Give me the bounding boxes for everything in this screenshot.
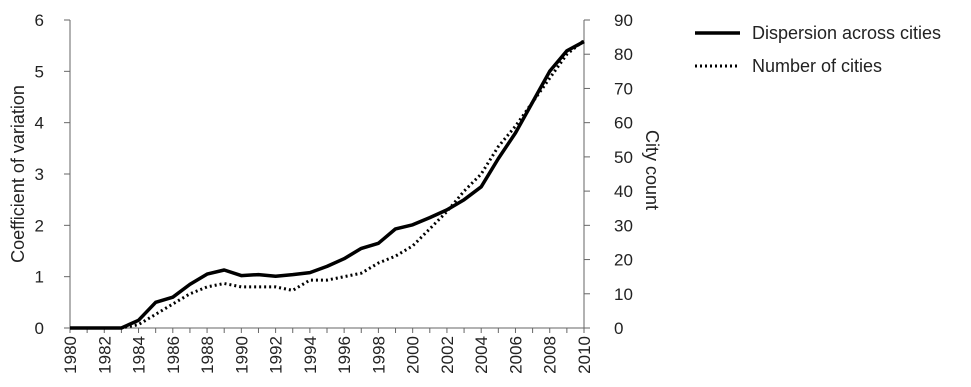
left-tick-label: 1 [35,268,44,287]
x-tick-label: 1992 [267,336,286,374]
x-tick-label: 2000 [404,336,423,374]
right-tick-label: 10 [614,285,633,304]
left-tick-label: 6 [35,11,44,30]
right-tick-label: 60 [614,114,633,133]
x-tick-label: 1988 [198,336,217,374]
left-tick-label: 3 [35,165,44,184]
x-tick-label: 1998 [369,336,388,374]
series-lines [70,39,585,330]
legend-label-1: Dispersion across cities [752,23,941,43]
right-axis-title: City count [642,130,662,210]
x-tick-label: 1996 [335,336,354,374]
right-tick-label: 80 [614,45,633,64]
right-tick-label: 40 [614,182,633,201]
x-tick-label: 2008 [541,336,560,374]
x-tick-label: 1990 [232,336,251,374]
right-tick-label: 30 [614,216,633,235]
x-tick-label: 2004 [472,336,491,374]
right-tick-label: 70 [614,79,633,98]
x-tick-label: 1986 [164,336,183,374]
left-tick-label: 2 [35,216,44,235]
x-tick-label: 1980 [61,336,80,374]
left-axis-title: Coefficient of variation [8,85,28,263]
left-tick-label: 4 [35,114,44,133]
x-tick-label: 2010 [575,336,594,374]
series-line-2 [70,39,585,330]
legend: Dispersion across cities Number of cities [695,23,941,76]
x-tick-label: 1984 [130,336,149,374]
right-tick-label: 50 [614,148,633,167]
legend-label-2: Number of cities [752,56,882,76]
right-tick-label: 90 [614,11,633,30]
x-tick-label: 1982 [95,336,114,374]
right-tick-label: 20 [614,251,633,270]
right-tick-label: 0 [614,319,623,338]
series-line-1 [70,40,585,330]
x-tick-label: 2006 [506,336,525,374]
x-tick-label: 2002 [438,336,457,374]
left-tick-label: 0 [35,319,44,338]
x-tick-label: 1994 [301,336,320,374]
left-tick-label: 5 [35,62,44,81]
